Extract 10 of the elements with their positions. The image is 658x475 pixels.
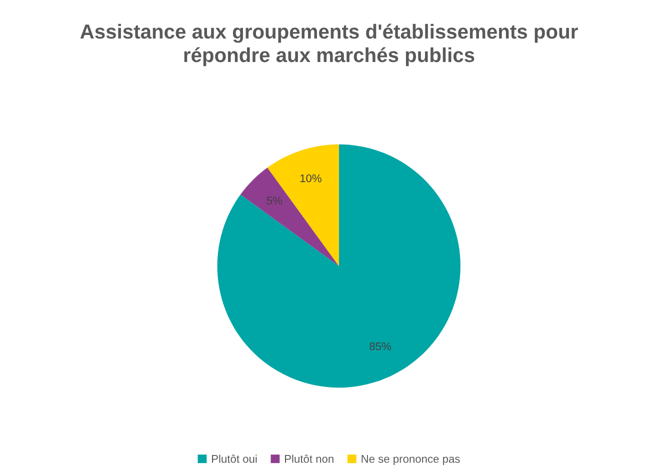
pie-slice: [240, 168, 339, 266]
data-label: 5%: [266, 196, 282, 204]
pie-slice: [267, 144, 339, 266]
chart-title: Assistance aux groupements d'établissements pour répondre aux marchés publics: [80, 24, 578, 66]
legend-label: Plutôt non: [285, 454, 334, 463]
data-label: 10%: [300, 174, 322, 182]
pie-slice: [217, 144, 460, 388]
legend-label: Plutôt oui: [212, 454, 257, 463]
data-label: 85%: [370, 342, 391, 350]
legend-label: Ne se prononce pas: [362, 455, 460, 465]
